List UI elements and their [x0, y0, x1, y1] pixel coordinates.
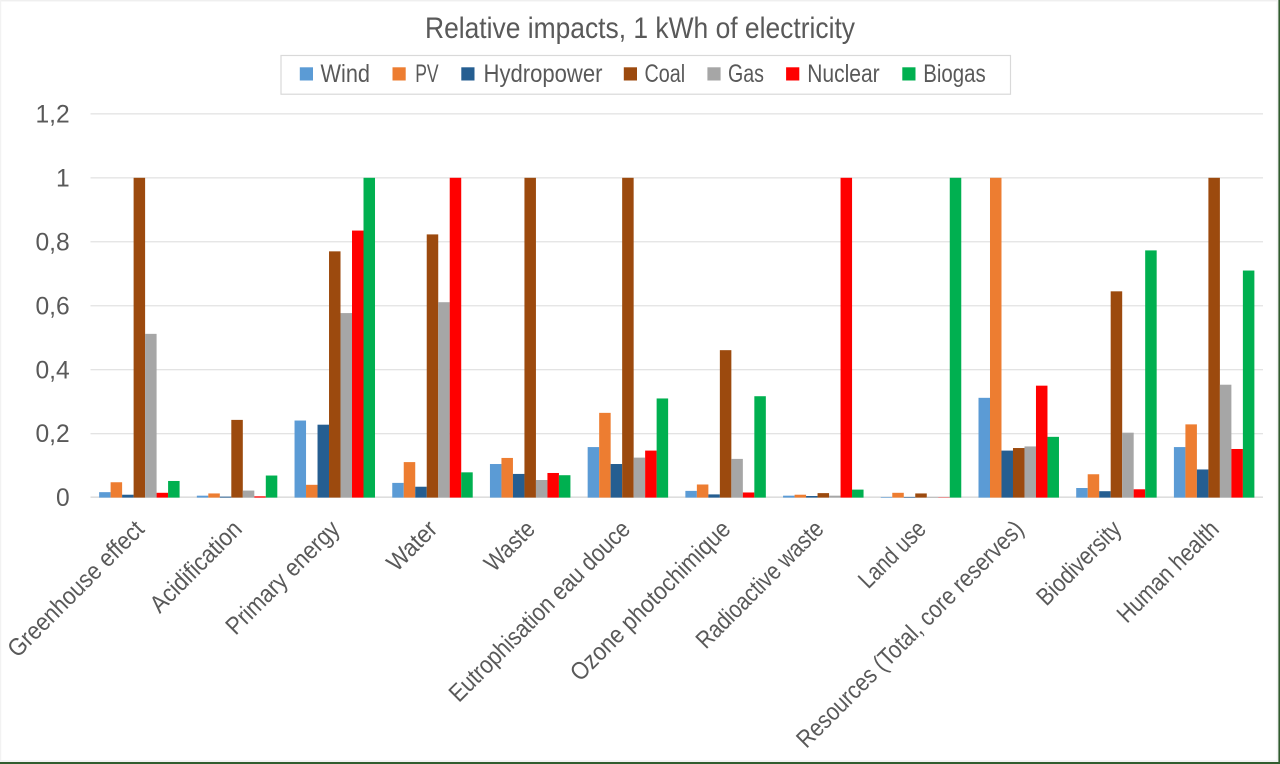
svg-text:Biogas: Biogas [923, 61, 986, 88]
svg-text:Relative impacts, 1 kWh of ele: Relative impacts, 1 kWh of electricity [425, 13, 855, 45]
svg-text:0,2: 0,2 [35, 421, 69, 448]
svg-text:0: 0 [56, 485, 70, 512]
svg-text:0,4: 0,4 [35, 357, 69, 384]
svg-text:Wind: Wind [321, 61, 371, 88]
svg-text:0,6: 0,6 [35, 293, 69, 320]
svg-text:Nuclear: Nuclear [807, 61, 880, 88]
svg-text:Coal: Coal [645, 61, 686, 88]
svg-text:Gas: Gas [728, 61, 764, 88]
svg-text:1,2: 1,2 [35, 101, 69, 128]
svg-text:0,8: 0,8 [35, 229, 69, 256]
svg-text:1: 1 [56, 165, 70, 192]
svg-text:Hydropower: Hydropower [484, 61, 603, 88]
svg-text:PV: PV [415, 61, 439, 88]
